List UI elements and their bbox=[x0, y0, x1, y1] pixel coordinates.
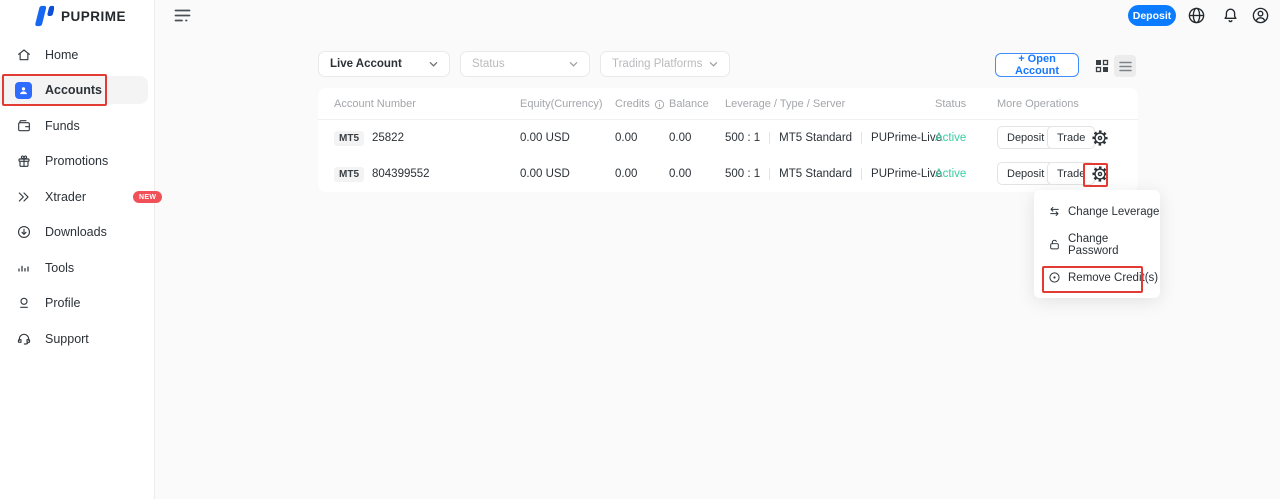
home-icon bbox=[15, 47, 32, 64]
sidebar-item-tools[interactable]: Tools bbox=[0, 253, 155, 283]
notifications-bell-icon[interactable] bbox=[1221, 6, 1240, 25]
settings-gear-icon[interactable] bbox=[1090, 128, 1110, 148]
account-type-value: Live Account bbox=[330, 58, 402, 70]
sidebar-item-promotions[interactable]: Promotions bbox=[0, 146, 155, 176]
profile-icon bbox=[15, 295, 32, 312]
menu-item-label: Change Leverage bbox=[1068, 205, 1160, 218]
sidebar-item-label: Support bbox=[45, 332, 89, 346]
sidebar-item-label: Profile bbox=[45, 296, 81, 310]
trade-button[interactable]: Trade bbox=[1047, 126, 1096, 149]
account-number-cell: MT5 804399552 bbox=[334, 156, 430, 192]
trading-platforms-placeholder: Trading Platforms bbox=[612, 58, 703, 70]
chevron-down-icon bbox=[709, 61, 718, 67]
col-header-balance: Balance bbox=[669, 98, 709, 110]
account-settings-menu: Change Leverage Change Password Remove C… bbox=[1034, 190, 1160, 298]
list-view-toggle[interactable] bbox=[1114, 55, 1136, 77]
funds-icon bbox=[15, 118, 32, 135]
sidebar-item-label: Tools bbox=[45, 261, 75, 275]
col-header-account-number: Account Number bbox=[334, 98, 416, 110]
remove-credits-icon bbox=[1048, 271, 1061, 284]
account-type-select[interactable]: Live Account bbox=[318, 51, 450, 77]
accounts-icon bbox=[15, 81, 32, 99]
credits-cell: 0.00 bbox=[615, 132, 638, 144]
sidebar: PUPRIME Home Accounts Funds Promot bbox=[0, 0, 163, 499]
tools-icon bbox=[15, 260, 32, 277]
credits-cell: 0.00 bbox=[615, 168, 638, 180]
credits-info-icon[interactable] bbox=[654, 99, 665, 110]
language-globe-icon[interactable] bbox=[1187, 6, 1206, 25]
col-header-status: Status bbox=[935, 98, 967, 110]
account-number-cell: MT5 25822 bbox=[334, 120, 404, 156]
col-header-credits: Credits bbox=[615, 88, 665, 120]
new-badge: NEW bbox=[133, 191, 163, 203]
sidebar-item-label: Funds bbox=[45, 119, 80, 133]
settings-gear-icon[interactable] bbox=[1090, 164, 1110, 184]
chevron-down-icon bbox=[429, 61, 438, 67]
table-header-row: Account Number Equity(Currency) Credits … bbox=[318, 88, 1138, 120]
table-row: MT5 804399552 0.00 USD 0.00 0.00 500 : 1… bbox=[318, 156, 1138, 192]
chevron-down-icon bbox=[569, 61, 578, 67]
account-number: 25822 bbox=[372, 132, 404, 144]
accounts-table: Account Number Equity(Currency) Credits … bbox=[318, 88, 1138, 192]
sidebar-item-funds[interactable]: Funds bbox=[0, 111, 155, 141]
equity-cell: 0.00 USD bbox=[520, 168, 570, 180]
trade-button[interactable]: Trade bbox=[1047, 162, 1096, 185]
sidebar-item-accounts[interactable]: Accounts bbox=[0, 75, 155, 105]
sidebar-item-support[interactable]: Support bbox=[0, 324, 155, 354]
promotions-icon bbox=[15, 153, 32, 170]
menu-item-change-leverage[interactable]: Change Leverage bbox=[1034, 195, 1160, 228]
menu-item-label: Change Password bbox=[1068, 232, 1119, 257]
brand-logo[interactable]: PUPRIME bbox=[32, 4, 126, 28]
open-account-button[interactable]: + Open Account bbox=[995, 53, 1079, 77]
sidebar-item-label: Home bbox=[45, 48, 79, 62]
table-row: MT5 25822 0.00 USD 0.00 0.00 500 : 1 MT5 … bbox=[318, 120, 1138, 156]
platform-badge: MT5 bbox=[334, 166, 364, 182]
sidebar-item-downloads[interactable]: Downloads bbox=[0, 217, 155, 247]
puprime-logo-icon bbox=[35, 5, 54, 27]
equity-cell: 0.00 USD bbox=[520, 132, 570, 144]
status-placeholder: Status bbox=[472, 58, 505, 70]
status-badge: Active bbox=[935, 168, 967, 180]
menu-item-label: Remove Credit(s) bbox=[1068, 271, 1159, 284]
status-badge: Active bbox=[935, 132, 967, 144]
sidebar-item-label: Accounts bbox=[45, 83, 102, 97]
platform-badge: MT5 bbox=[334, 130, 364, 146]
status-select[interactable]: Status bbox=[460, 51, 590, 77]
sidebar-item-label: Promotions bbox=[45, 154, 109, 168]
balance-cell: 0.00 bbox=[669, 168, 692, 180]
sidebar-collapse-icon[interactable] bbox=[174, 8, 191, 23]
leverage-type-server-cell: 500 : 1 MT5 Standard PUPrime-Live bbox=[725, 168, 942, 180]
sidebar-item-home[interactable]: Home bbox=[0, 40, 155, 70]
brand-name: PUPRIME bbox=[61, 8, 127, 24]
xtrader-icon bbox=[15, 189, 32, 206]
deposit-topbar-button[interactable]: Deposit bbox=[1128, 5, 1176, 26]
sidebar-item-xtrader[interactable]: Xtrader NEW bbox=[0, 182, 163, 212]
grid-view-icon bbox=[1095, 59, 1109, 73]
change-password-lock-icon bbox=[1048, 238, 1061, 251]
menu-item-change-password[interactable]: Change Password bbox=[1034, 228, 1160, 261]
list-view-icon bbox=[1118, 61, 1132, 71]
support-icon bbox=[15, 331, 32, 348]
deposit-button[interactable]: Deposit bbox=[997, 126, 1055, 149]
user-account-icon[interactable] bbox=[1251, 6, 1270, 25]
sidebar-item-profile[interactable]: Profile bbox=[0, 288, 155, 318]
sidebar-item-label: Downloads bbox=[45, 225, 107, 239]
grid-view-toggle[interactable] bbox=[1091, 55, 1113, 77]
balance-cell: 0.00 bbox=[669, 132, 692, 144]
col-header-leverage-type-server: Leverage / Type / Server bbox=[725, 98, 846, 110]
leverage-type-server-cell: 500 : 1 MT5 Standard PUPrime-Live bbox=[725, 132, 942, 144]
trading-platforms-select[interactable]: Trading Platforms bbox=[600, 51, 730, 77]
deposit-button[interactable]: Deposit bbox=[997, 162, 1055, 185]
downloads-icon bbox=[15, 224, 32, 241]
change-leverage-icon bbox=[1048, 205, 1061, 218]
sidebar-item-label: Xtrader bbox=[45, 190, 86, 204]
col-header-equity: Equity(Currency) bbox=[520, 98, 603, 110]
menu-item-remove-credits[interactable]: Remove Credit(s) bbox=[1034, 261, 1160, 294]
account-number: 804399552 bbox=[372, 168, 430, 180]
col-header-more-operations: More Operations bbox=[997, 98, 1079, 110]
